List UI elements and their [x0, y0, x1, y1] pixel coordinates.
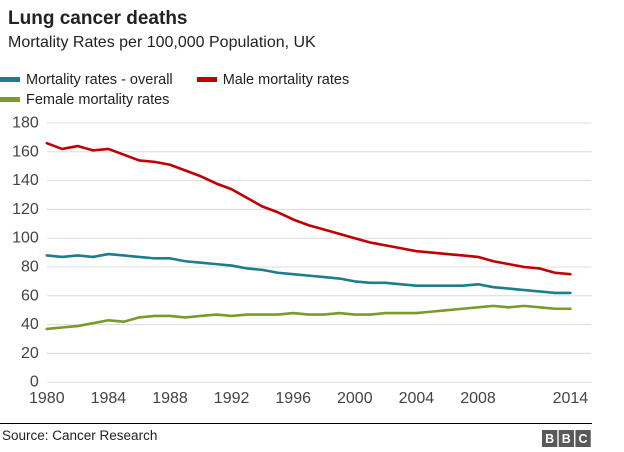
svg-text:120: 120 — [12, 201, 39, 218]
svg-text:100: 100 — [12, 230, 39, 247]
svg-text:20: 20 — [21, 345, 39, 362]
svg-text:1988: 1988 — [152, 390, 188, 407]
svg-text:80: 80 — [21, 259, 39, 276]
svg-text:2004: 2004 — [399, 390, 435, 407]
svg-text:2000: 2000 — [337, 390, 373, 407]
svg-text:1984: 1984 — [91, 390, 127, 407]
svg-text:160: 160 — [12, 143, 39, 160]
svg-text:B: B — [545, 432, 554, 446]
svg-text:2008: 2008 — [460, 390, 496, 407]
svg-text:2014: 2014 — [553, 390, 589, 407]
svg-text:180: 180 — [12, 115, 39, 132]
svg-text:1980: 1980 — [29, 390, 65, 407]
svg-text:C: C — [578, 432, 587, 446]
svg-text:60: 60 — [21, 287, 39, 304]
svg-text:1992: 1992 — [214, 390, 250, 407]
svg-text:0: 0 — [30, 374, 39, 391]
svg-text:B: B — [562, 432, 571, 446]
svg-text:40: 40 — [21, 316, 39, 333]
svg-text:140: 140 — [12, 172, 39, 189]
svg-text:1996: 1996 — [275, 390, 311, 407]
